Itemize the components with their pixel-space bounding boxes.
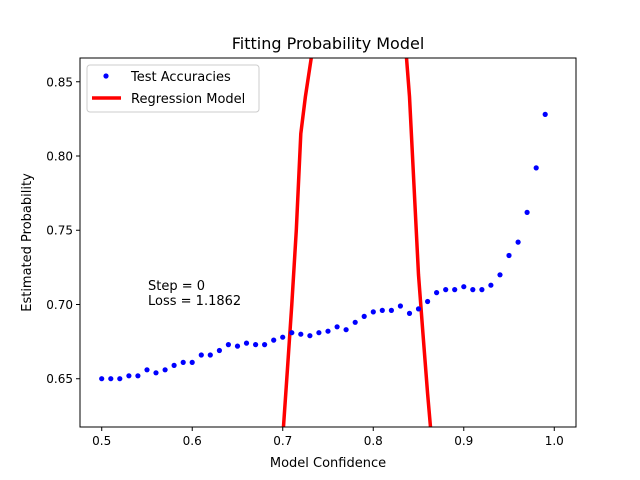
x-tick-label: 1.0 [545,434,564,448]
test-accuracy-point [415,306,422,312]
test-accuracy-point [434,290,440,296]
test-accuracy-point [207,352,213,358]
test-accuracy-point [397,303,403,309]
y-tick-label: 0.85 [46,75,73,89]
x-tick-label: 0.5 [92,434,111,448]
y-tick-label: 0.65 [46,372,73,386]
legend-label-test-accuracies: Test Accuracies [130,70,231,85]
test-accuracy-point [144,367,150,373]
test-accuracy-point [135,373,141,379]
y-axis: 0.65 0.70 0.75 0.80 0.85 [46,75,80,386]
test-accuracy-point [352,319,358,325]
chart-title: Fitting Probability Model [232,34,425,53]
test-accuracy-point [488,282,494,288]
test-accuracy-point [234,343,241,349]
y-axis-label: Estimated Probability [20,173,35,312]
test-accuracy-point [99,376,105,382]
test-accuracy-point [388,307,394,313]
test-accuracy-point [307,333,313,339]
test-accuracy-point [379,307,385,313]
plot-frame [79,57,577,428]
test-accuracy-point [198,352,204,358]
annotation-loss: Loss = 1.1862 [148,294,241,309]
test-accuracy-point [271,337,277,343]
test-accuracy-point [361,313,367,319]
test-accuracy-point [524,209,530,215]
test-accuracy-point [452,287,458,293]
test-accuracy-point [325,328,331,334]
test-accuracy-point [243,340,250,346]
test-accuracy-point [443,287,449,293]
test-accuracy-point [262,342,268,348]
test-accuracy-point [406,310,413,316]
x-tick-label: 0.9 [454,434,473,448]
test-accuracy-point [280,334,286,340]
test-accuracy-point [253,342,259,348]
test-accuracy-point [316,330,322,336]
legend: Test Accuracies Regression Model [86,64,260,113]
test-accuracy-point [189,359,195,365]
x-tick-label: 0.8 [364,434,383,448]
annotation-step: Step = 0 [148,279,205,294]
x-tick-label: 0.6 [183,434,202,448]
test-accuracy-point [479,287,485,293]
y-tick-label: 0.75 [46,224,73,238]
test-accuracy-point [298,331,304,337]
test-accuracy-point [497,272,503,278]
test-accuracy-point [171,362,177,368]
regression-model-line [281,58,433,427]
test-accuracy-point [542,111,548,117]
test-accuracy-point [289,330,295,336]
test-accuracy-point [533,165,539,171]
test-accuracy-point [126,373,132,379]
x-tick-label: 0.7 [273,434,292,448]
legend-label-regression-model: Regression Model [131,92,245,107]
legend-box [86,64,260,113]
test-accuracy-point [117,376,123,382]
legend-marker-test-accuracies [103,73,109,79]
x-axis: 0.5 0.6 0.7 0.8 0.9 1.0 [92,427,564,448]
plot-content [99,58,548,427]
test-accuracy-point [180,359,186,365]
x-axis-label: Model Confidence [270,456,386,471]
test-accuracy-point [425,298,431,305]
test-accuracy-point [225,342,231,348]
test-accuracy-point [506,252,512,259]
test-accuracy-point [470,287,476,293]
test-accuracy-point [108,376,114,382]
test-accuracy-point [162,367,168,373]
test-accuracy-point [461,284,467,290]
test-accuracy-point [153,370,159,376]
test-accuracy-point [343,327,349,333]
test-accuracy-point [515,239,521,245]
test-accuracy-point [334,324,340,330]
test-accuracy-point [216,347,222,354]
test-accuracy-point [370,309,376,315]
y-tick-label: 0.80 [46,150,73,164]
y-tick-label: 0.70 [46,298,73,312]
